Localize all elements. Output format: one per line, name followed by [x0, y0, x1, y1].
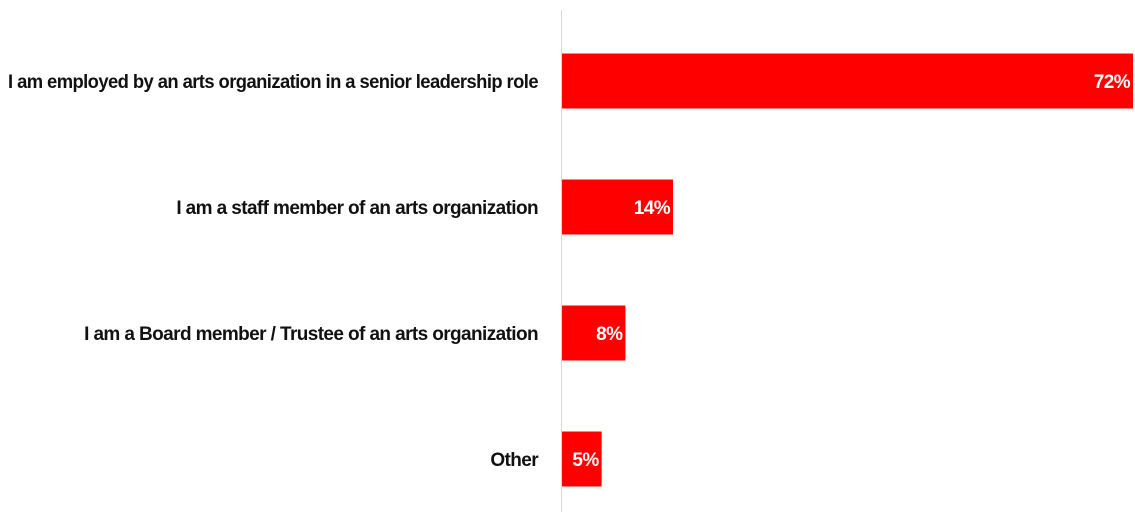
data-label-2: 8% [596, 324, 623, 345]
bar-3 [562, 431, 602, 487]
category-label-3: Other [490, 450, 539, 471]
bar-0 [562, 53, 1133, 109]
category-labels-group: I am employed by an arts organization in… [8, 72, 540, 471]
bar-2 [562, 305, 626, 361]
data-label-3: 5% [572, 450, 599, 471]
data-labels-group: 72% 14% 8% 5% [572, 72, 1131, 471]
bar-1 [562, 179, 674, 235]
category-label-1: I am a staff member of an arts organizat… [176, 198, 538, 219]
bars-group [562, 53, 1133, 487]
data-label-1: 14% [634, 198, 671, 219]
category-label-0: I am employed by an arts organization in… [8, 72, 538, 93]
category-label-2: I am a Board member / Trustee of an arts… [84, 324, 538, 345]
data-label-0: 72% [1094, 72, 1131, 93]
